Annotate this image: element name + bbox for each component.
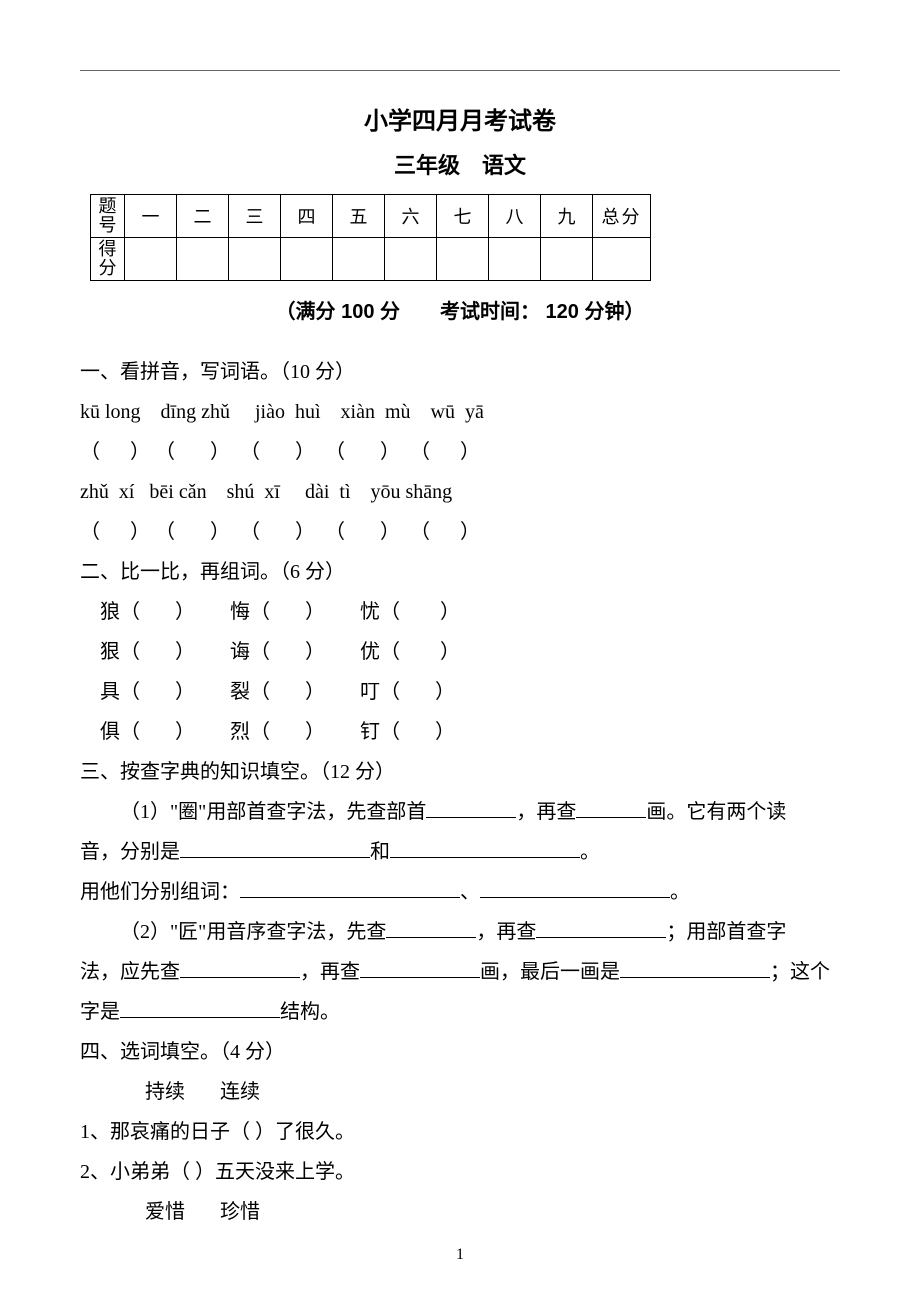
score-table: 题号 一 二 三 四 五 六 七 八 九 总分 得分 [90, 194, 651, 281]
cell: 三 [229, 195, 281, 238]
q3-line: 用他们分别组词： 、 。 [80, 872, 840, 912]
cell [125, 237, 177, 280]
q3-line: 字是 结构。 [80, 992, 840, 1032]
cell [541, 237, 593, 280]
q3-line: 音，分别是 和 。 [80, 832, 840, 872]
blank [576, 795, 646, 818]
text: 用他们分别组词： [80, 881, 240, 903]
cell [385, 237, 437, 280]
blank [390, 835, 580, 858]
text: 法，应先查 [80, 961, 180, 983]
cell: 五 [333, 195, 385, 238]
q2-row: 俱（ ） 烈（ ） 钉（ ） [80, 712, 840, 752]
exam-meta: （满分 100 分 考试时间： 120 分钟） [80, 295, 840, 324]
blank [620, 955, 770, 978]
text: 和 [370, 841, 390, 863]
cell: 四 [281, 195, 333, 238]
cell: 六 [385, 195, 437, 238]
exam-title: 小学四月月考试卷 [80, 101, 840, 136]
blank [536, 915, 666, 938]
q3-line: （2）"匠"用音序查字法，先查 ，再查 ；用部首查字 [80, 912, 840, 952]
cell [593, 237, 651, 280]
q1-blank-row1: （ ） （ ） （ ） （ ） （ ） [80, 432, 840, 472]
top-rule [80, 70, 840, 71]
cell [177, 237, 229, 280]
q4-wordpair: 持续 连续 [80, 1072, 840, 1112]
q3-line: （1）"圈"用部首查字法，先查部首 ，再查 画。它有两个读 [80, 792, 840, 832]
table-row: 得分 [91, 237, 651, 280]
text: ，再查 [476, 921, 536, 943]
q2-row: 狼（ ） 悔（ ） 忧（ ） [80, 592, 840, 632]
blank [180, 955, 300, 978]
q1-blank-row2: （ ） （ ） （ ） （ ） （ ） [80, 512, 840, 552]
cell: 总分 [593, 195, 651, 238]
q1-pinyin-row1: kū long dīng zhǔ jiào huì xiàn mù wū yā [80, 392, 840, 432]
table-row: 题号 一 二 三 四 五 六 七 八 九 总分 [91, 195, 651, 238]
text: 。 [580, 841, 600, 863]
q4-wordpair: 爱惜 珍惜 [80, 1192, 840, 1232]
cell [281, 237, 333, 280]
cell: 二 [177, 195, 229, 238]
blank [360, 955, 480, 978]
text: 。 [670, 881, 690, 903]
blank [480, 875, 670, 898]
exam-subtitle: 三年级 语文 [80, 148, 840, 180]
cell: 九 [541, 195, 593, 238]
text: ，再查 [516, 801, 576, 823]
q1-pinyin-row2: zhǔ xí bēi cǎn shú xī dài tì yōu shāng [80, 472, 840, 512]
q2-heading: 二、比一比，再组词。（6 分） [80, 552, 840, 592]
text: 画。它有两个读 [646, 801, 786, 823]
page-number: 1 [0, 1246, 920, 1264]
cell [229, 237, 281, 280]
cell [437, 237, 489, 280]
q1-heading: 一、看拼音，写词语。（10 分） [80, 352, 840, 392]
text: 、 [460, 881, 480, 903]
text: （2）"匠"用音序查字法，先查 [120, 921, 386, 943]
q3-heading: 三、按查字典的知识填空。（12 分） [80, 752, 840, 792]
q4-item: 2、小弟弟（ ）五天没来上学。 [80, 1152, 840, 1192]
text: ；用部首查字 [666, 921, 786, 943]
q3-line: 法，应先查 ，再查 画，最后一画是 ；这个 [80, 952, 840, 992]
text: ；这个 [770, 961, 830, 983]
text: 音，分别是 [80, 841, 180, 863]
text: ，再查 [300, 961, 360, 983]
cell: 一 [125, 195, 177, 238]
cell: 七 [437, 195, 489, 238]
cell [489, 237, 541, 280]
row-label: 题号 [91, 195, 125, 238]
text: （1）"圈"用部首查字法，先查部首 [120, 801, 426, 823]
q4-heading: 四、选词填空。（4 分） [80, 1032, 840, 1072]
text: 字是 [80, 1001, 120, 1023]
q2-row: 具（ ） 裂（ ） 叮（ ） [80, 672, 840, 712]
row-label: 得分 [91, 237, 125, 280]
cell [333, 237, 385, 280]
blank [180, 835, 370, 858]
text: 画，最后一画是 [480, 961, 620, 983]
blank [426, 795, 516, 818]
text: 结构。 [280, 1001, 340, 1023]
q4-item: 1、那哀痛的日子（ ）了很久。 [80, 1112, 840, 1152]
cell: 八 [489, 195, 541, 238]
q2-row: 狠（ ） 诲（ ） 优（ ） [80, 632, 840, 672]
blank [120, 995, 280, 1018]
blank [240, 875, 460, 898]
blank [386, 915, 476, 938]
